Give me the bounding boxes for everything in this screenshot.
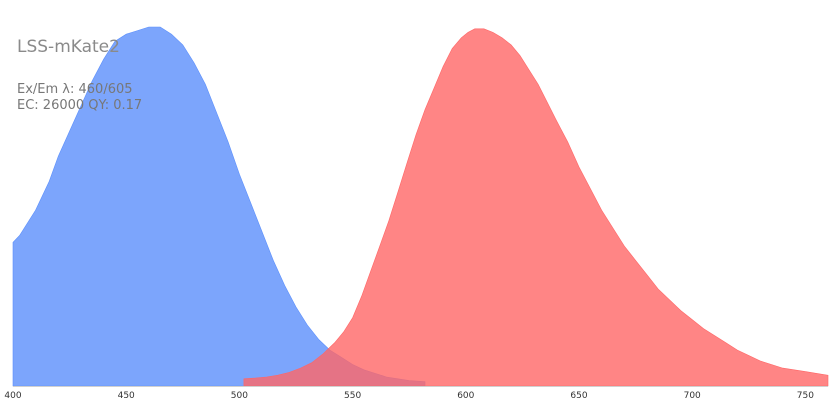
- excitation-emission-annotation: Ex/Em λ: 460/605: [17, 82, 133, 97]
- emission-spectrum-area: [243, 28, 829, 387]
- x-tick-label: 750: [797, 391, 814, 401]
- chart-title: LSS-mKate2: [17, 37, 120, 57]
- x-axis-ticks: 400 450 500 550 600 650 700 750: [4, 391, 814, 401]
- x-tick-label: 500: [231, 391, 248, 401]
- x-tick-label: 650: [570, 391, 587, 401]
- spectrum-areas: [12, 26, 829, 387]
- ec-qy-annotation: EC: 26000 QY: 0.17: [17, 98, 142, 113]
- x-tick-label: 700: [684, 391, 701, 401]
- x-tick-label: 600: [457, 391, 474, 401]
- x-tick-label: 450: [118, 391, 135, 401]
- x-tick-label: 550: [344, 391, 361, 401]
- x-tick-label: 400: [4, 391, 21, 401]
